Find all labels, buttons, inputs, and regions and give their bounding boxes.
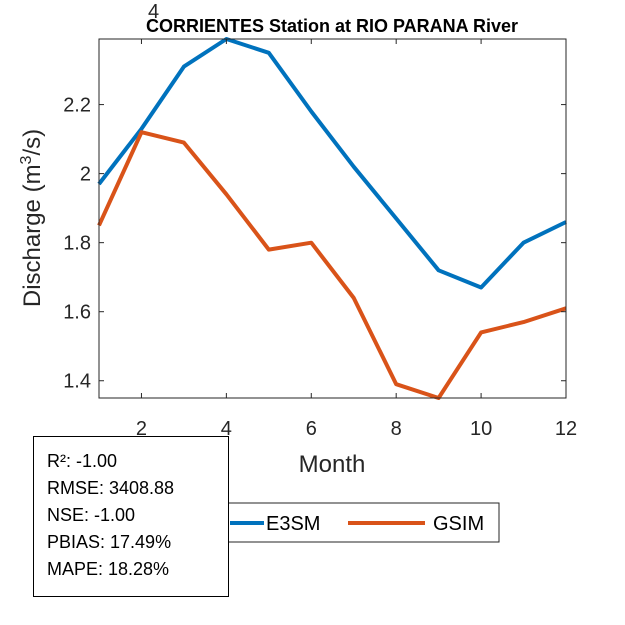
y-exponent-label: 4 [148, 1, 159, 23]
y-axis-label: Discharge (m3/s) [18, 129, 46, 307]
stat-mape: MAPE: 18.28% [47, 559, 170, 579]
stat-rmse: RMSE: 3408.88 [47, 478, 175, 498]
x-tick-label-8: 8 [391, 418, 402, 440]
y-tick-label-1.6: 1.6 [63, 302, 91, 324]
stats-box: R²: -1.00 RMSE: 3408.88 NSE: -1.00 PBIAS… [33, 436, 229, 597]
x-tick-label-10: 10 [470, 418, 492, 440]
stat-nse: NSE: -1.00 [47, 505, 136, 525]
chart-title: CORRIENTES Station at RIO PARANA River [146, 16, 518, 36]
stat-pbias: PBIAS: 17.49% [47, 532, 172, 552]
series-line-gsim [97, 130, 567, 400]
y-tick-label-2: 2 [80, 164, 91, 186]
plot-area-frame [98, 38, 567, 399]
y-tick-label-1.4: 1.4 [63, 371, 91, 393]
x-tick-label-6: 6 [306, 418, 317, 440]
y-tick-label-1.8: 1.8 [63, 233, 91, 255]
stat-r2: R²: -1.00 [47, 451, 118, 471]
x-tick-label-4: 4 [221, 418, 232, 440]
series-line-e3sm [97, 37, 567, 290]
legend: E3SM GSIM [224, 502, 500, 543]
x-axis-label: Month [299, 451, 366, 478]
legend-label-gsim: GSIM [433, 513, 484, 535]
x-tick-label-12: 12 [555, 418, 577, 440]
legend-label-e3sm: E3SM [266, 513, 320, 535]
x-tick-label-2: 2 [136, 418, 147, 440]
y-tick-label-2.2: 2.2 [63, 95, 91, 117]
